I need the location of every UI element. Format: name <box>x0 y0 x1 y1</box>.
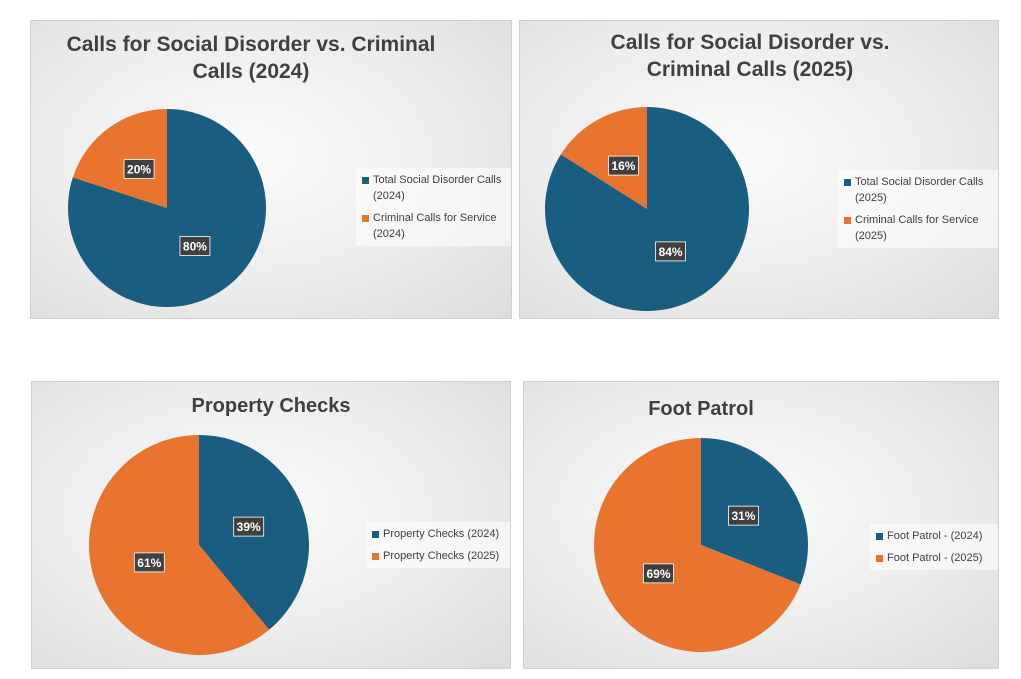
legend-item: Total Social Disorder Calls (2025) <box>844 174 994 206</box>
data-label-text: 80% <box>183 239 207 253</box>
legend-item: Criminal Calls for Service (2024) <box>362 210 511 242</box>
pie-chart: 80% 20% <box>67 109 266 307</box>
legend-swatch <box>372 553 379 560</box>
data-label-0: 39% <box>233 516 265 537</box>
chart-title-line: Calls for Social Disorder vs. <box>610 31 890 54</box>
legend-swatch <box>876 533 883 540</box>
legend-label: Criminal Calls for Service <box>855 214 979 226</box>
pie-slice-1 <box>88 435 270 655</box>
legend-item: Total Social Disorder Calls (2024) <box>362 172 511 204</box>
legend-swatch <box>844 217 851 224</box>
chart-title-line: Property Checks <box>191 395 351 417</box>
legend-label: Property Checks (2024) <box>383 528 500 540</box>
data-label-box <box>655 241 686 262</box>
chart-title-line: Criminal Calls (2025) <box>646 58 854 82</box>
data-label-box <box>728 505 759 526</box>
chart-legend: Foot Patrol - (2024) Foot Patrol - (2025… <box>870 524 998 570</box>
chart-title-line: Foot Patrol <box>648 398 754 420</box>
legend-item: Foot Patrol - (2024) <box>876 528 996 544</box>
data-label-text: 39% <box>237 520 261 534</box>
data-label-1: 20% <box>123 159 155 179</box>
legend-label: Foot Patrol - (2025) <box>887 552 983 564</box>
pie-slice-1 <box>560 107 647 209</box>
chart-panel-property-checks: Property Checks 39% 61% Property Checks (… <box>31 381 511 669</box>
data-label-box <box>133 552 165 573</box>
chart-panel-foot-patrol: Foot Patrol 31% 69% Foot Patrol - (2024) … <box>523 381 999 669</box>
legend-label: Criminal Calls for Service <box>373 212 497 224</box>
chart-legend: Total Social Disorder Calls (2024) Crimi… <box>356 168 511 246</box>
pie-chart: 31% 69% <box>594 438 808 652</box>
data-label-box <box>608 155 639 176</box>
legend-label: Total Social Disorder Calls <box>855 176 984 188</box>
pie-chart: 84% 16% <box>545 107 749 311</box>
data-label-1: 16% <box>608 155 639 176</box>
legend-label: (2025) <box>855 230 887 242</box>
data-label-text: 84% <box>659 245 683 259</box>
legend-label: Foot Patrol - (2024) <box>887 530 983 542</box>
legend-swatch <box>844 179 851 186</box>
legend-item: Foot Patrol - (2025) <box>876 550 996 566</box>
chart-title-line: Calls (2024) <box>192 60 310 84</box>
chart-title: Calls for Social Disorder vs. Criminal C… <box>31 31 471 86</box>
pie-chart: 39% 61% <box>88 435 309 655</box>
data-label-1: 69% <box>643 563 674 584</box>
data-label-text: 61% <box>137 556 161 570</box>
chart-legend: Property Checks (2024) Property Checks (… <box>366 522 510 568</box>
legend-label: (2025) <box>855 192 887 204</box>
chart-title: Foot Patrol <box>524 396 878 422</box>
data-label-0: 84% <box>655 241 686 262</box>
data-label-text: 31% <box>731 509 755 523</box>
legend-item: Criminal Calls for Service (2025) <box>844 212 994 244</box>
chart-title: Property Checks <box>32 393 510 419</box>
chart-panel-social-disorder-2025: Calls for Social Disorder vs. Criminal C… <box>519 20 999 319</box>
data-label-box <box>233 516 265 537</box>
legend-swatch <box>362 215 369 222</box>
chart-title-line: Calls for Social Disorder vs. Criminal <box>66 33 436 56</box>
data-label-text: 20% <box>127 163 151 177</box>
data-label-text: 16% <box>611 159 635 173</box>
chart-panel-social-disorder-2024: Calls for Social Disorder vs. Criminal C… <box>30 20 512 319</box>
legend-label: Total Social Disorder Calls <box>373 174 502 186</box>
legend-label: Property Checks (2025) <box>383 550 500 562</box>
data-label-box <box>179 236 211 256</box>
data-label-0: 31% <box>728 505 759 526</box>
data-label-text: 69% <box>647 567 671 581</box>
pie-slice-0 <box>67 109 266 307</box>
chart-legend: Total Social Disorder Calls (2025) Crimi… <box>838 170 998 248</box>
data-label-box <box>123 159 155 179</box>
legend-swatch <box>362 177 369 184</box>
legend-swatch <box>372 531 379 538</box>
legend-label: (2024) <box>373 228 405 240</box>
legend-item: Property Checks (2025) <box>372 548 506 564</box>
legend-item: Property Checks (2024) <box>372 526 506 542</box>
data-label-1: 61% <box>133 552 165 573</box>
pie-slice-1 <box>594 438 801 652</box>
data-label-0: 80% <box>179 236 211 256</box>
pie-slice-1 <box>72 109 167 208</box>
legend-swatch <box>876 555 883 562</box>
chart-title: Calls for Social Disorder vs. Criminal C… <box>520 29 980 84</box>
legend-label: (2024) <box>373 190 405 202</box>
data-label-box <box>643 563 674 584</box>
